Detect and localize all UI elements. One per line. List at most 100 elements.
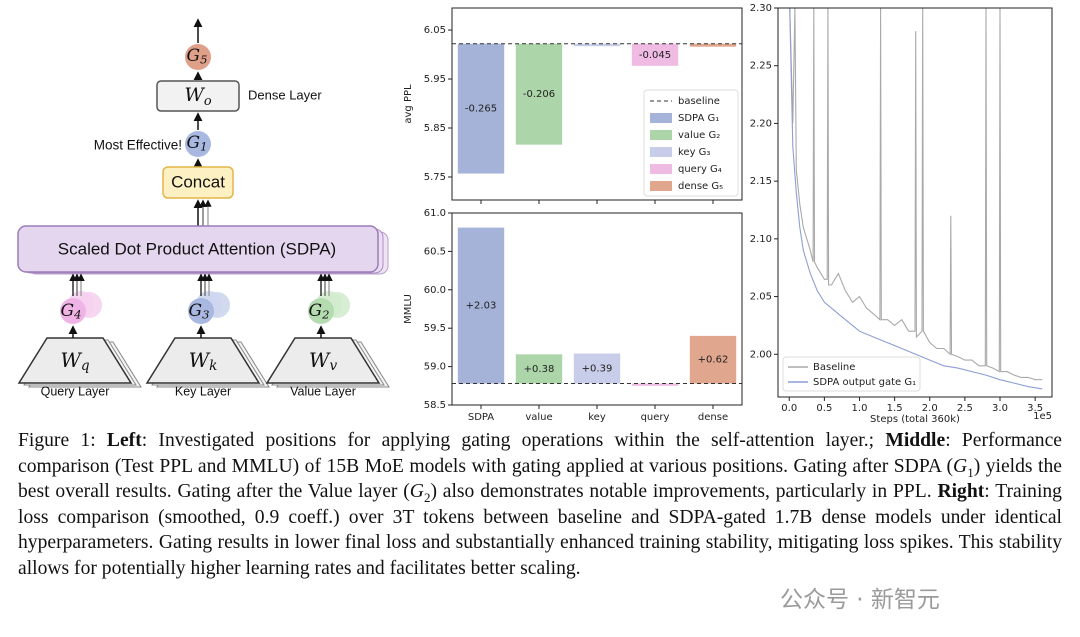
layer-label: Dense Layer <box>248 87 322 102</box>
layer-trapezoid <box>17 337 133 384</box>
symbol: Wq <box>60 348 90 374</box>
symbol-base: W <box>189 348 211 372</box>
symbol-base: G <box>309 301 323 321</box>
caption-run: 1 <box>967 464 974 480</box>
value-label: +0.62 <box>698 355 729 366</box>
legend-label: key G₃ <box>678 147 710 158</box>
symbol-base: G <box>61 301 75 321</box>
y-tick-label: 60.5 <box>424 246 446 257</box>
y-tick-label: 2.00 <box>750 349 772 360</box>
legend-swatch <box>650 181 672 191</box>
bar <box>573 353 621 384</box>
bar <box>689 335 737 384</box>
gate-circle <box>185 44 211 70</box>
symbol-sub: 1 <box>200 139 207 153</box>
y-tick-label: 5.95 <box>424 74 446 85</box>
legend-label: Baseline <box>813 362 855 373</box>
y-tick-label: 2.15 <box>750 176 772 187</box>
symbol-base: G <box>187 46 201 66</box>
caption-run: : Training loss comparison (smoothed, 0.… <box>18 481 1062 579</box>
sdpa-label: Scaled Dot Product Attention (SDPA) <box>58 239 336 258</box>
x-tick-label: 1.5 <box>887 403 903 414</box>
y-tick-label: 59.0 <box>424 362 446 373</box>
plot-frame <box>451 212 743 406</box>
watermark: 公众号 · 新智元 <box>780 587 940 613</box>
value-label: +2.03 <box>466 301 497 312</box>
y-tick-label: 5.75 <box>424 172 446 183</box>
plot-frame <box>777 7 1053 398</box>
value-label: -0.265 <box>465 104 497 115</box>
series-line <box>789 8 1043 381</box>
layer-label: Query Layer <box>41 384 110 398</box>
caption-run: Middle <box>885 430 946 451</box>
y-tick-label: 58.5 <box>424 400 446 411</box>
y-tick-label: 61.0 <box>424 208 446 219</box>
y-tick-label: 2.05 <box>750 292 772 303</box>
value-label: +0.39 <box>582 364 613 375</box>
symbol: G4 <box>61 301 82 322</box>
plot-frame <box>451 7 743 201</box>
gate-circle <box>188 298 214 324</box>
dense-box <box>156 80 240 112</box>
legend-swatch <box>650 147 672 157</box>
x-tick-label: SDPA <box>468 412 494 423</box>
caption: Figure 1: Left: Investigated positions f… <box>18 428 1062 581</box>
caption-run: G <box>409 481 424 502</box>
x-tick-label: value <box>525 412 552 423</box>
value-label: -0.206 <box>523 89 555 100</box>
value-label: -0.045 <box>639 50 671 61</box>
legend-box <box>782 356 921 392</box>
caption-run: Right <box>937 481 985 502</box>
legend-label: query G₄ <box>678 164 722 175</box>
y-tick-label: 2.30 <box>750 3 772 14</box>
caption-run: : Investigated positions for applying ga… <box>141 430 886 451</box>
bar <box>515 354 563 384</box>
legend-label: SDPA G₁ <box>678 113 719 124</box>
symbol: Wo <box>184 84 212 108</box>
symbol-sub: o <box>204 93 212 108</box>
symbol: G3 <box>189 301 210 322</box>
caption-run: Figure 1: <box>18 430 107 451</box>
y-tick-label: 2.10 <box>750 234 772 245</box>
y-tick-label: 5.85 <box>424 123 446 134</box>
legend-label: baseline <box>678 96 720 107</box>
symbol: G5 <box>187 46 208 67</box>
value-label: +0.38 <box>524 364 555 375</box>
caption-run: 2 <box>423 489 431 505</box>
legend-label: dense G₅ <box>678 181 723 192</box>
gate-circle <box>185 131 211 157</box>
symbol: G2 <box>309 301 330 322</box>
concat-box <box>162 166 234 199</box>
x-tick-label: dense <box>698 412 728 423</box>
legend-swatch <box>650 113 672 123</box>
y-axis-label: MMLU <box>403 294 414 324</box>
x-tick-label: key <box>588 412 606 423</box>
bar <box>631 383 679 386</box>
bar <box>573 43 621 47</box>
legend-swatch <box>650 164 672 174</box>
y-tick-label: 59.5 <box>424 323 446 334</box>
x-axis-label: Steps (total 360k) <box>870 414 960 425</box>
caption-run: Left <box>106 430 142 451</box>
x-tick-label: 0.0 <box>781 403 797 414</box>
bar <box>457 227 505 384</box>
bar <box>689 43 737 47</box>
symbol: G1 <box>187 133 208 154</box>
x-tick-label: 3.5 <box>1027 403 1043 414</box>
bar <box>457 43 505 174</box>
note: Most Effective! <box>94 138 182 153</box>
symbol-sub: 5 <box>200 52 207 66</box>
symbol-sub: v <box>329 358 337 374</box>
symbol-base: W <box>309 348 331 372</box>
y-axis-label: avg PPL <box>403 84 414 124</box>
symbol-base: G <box>187 133 201 153</box>
x-tick-label: 1.0 <box>852 403 868 414</box>
caption-run: G <box>953 455 968 477</box>
gate-circle <box>308 298 334 324</box>
caption-run: ) also demonstrates notable improvements… <box>430 481 938 502</box>
series-line <box>789 8 1043 390</box>
y-tick-label: 2.20 <box>750 118 772 129</box>
